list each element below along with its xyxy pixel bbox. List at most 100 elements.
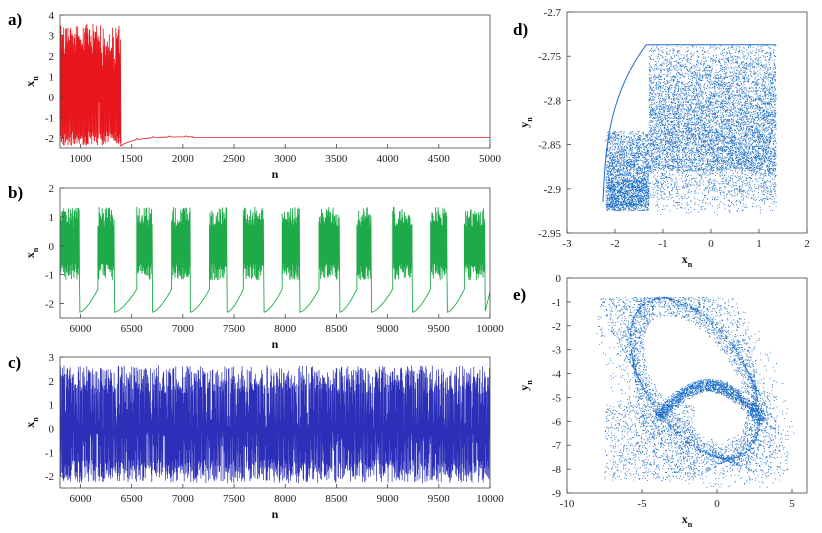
plot-area-e <box>596 296 795 489</box>
y-tick-label: 2 <box>49 183 55 195</box>
y-tick-label: 1 <box>49 212 55 224</box>
x-axis-label: xn <box>682 512 693 529</box>
y-tick-label: -5 <box>552 392 562 404</box>
x-tick-label: -3 <box>562 238 572 250</box>
y-tick-label: -2 <box>552 321 561 333</box>
y-tick-label: 1 <box>49 71 55 83</box>
y-tick-label: 3 <box>49 352 55 364</box>
panel-c: 6000 6500 7000 7500 8000 8500 9000 9500 10000 -2 -… <box>8 352 504 521</box>
y-tick-label: 0 <box>49 423 55 435</box>
y-tick-label: 1 <box>49 400 55 412</box>
y-tick-label: 4 <box>49 10 55 22</box>
y-axis-label: yn <box>517 380 534 391</box>
y-axis-label: yn <box>517 117 534 128</box>
x-tick-label: 9500 <box>428 323 451 335</box>
y-tick-label: -2.95 <box>538 228 561 240</box>
y-tick-label: -2 <box>45 299 54 311</box>
x-tick-label: 2000 <box>172 153 195 165</box>
plot-area-b <box>60 206 490 313</box>
x-tick-label: 6500 <box>121 493 144 505</box>
y-tick-label: 0 <box>556 273 562 285</box>
x-tick-label: 2 <box>804 238 810 250</box>
plot-area-d <box>602 44 777 216</box>
y-tick-label: -1 <box>45 112 54 124</box>
attractor-edge-d <box>602 44 776 203</box>
x-tick-label: -1 <box>658 238 667 250</box>
x-tick-label: 0 <box>714 498 720 510</box>
y-tick-label: -9 <box>552 488 562 500</box>
x-tick-label: 7500 <box>223 493 246 505</box>
x-axis-label: n <box>272 337 279 351</box>
series-line-a <box>60 23 490 147</box>
axes-frame <box>59 187 491 319</box>
x-tick-label: 3500 <box>325 153 348 165</box>
plot-area-a <box>60 23 490 147</box>
y-tick-label: 2 <box>49 51 55 63</box>
y-tick-label: 3 <box>49 30 55 42</box>
y-tick-label: 2 <box>49 376 55 388</box>
y-tick-label: -1 <box>552 297 561 309</box>
scatter-points-e <box>596 296 795 489</box>
x-tick-label: 1000 <box>69 153 92 165</box>
plot-area-c <box>60 365 490 484</box>
panel-label: b) <box>8 183 23 202</box>
y-axis-label: xn <box>23 417 40 428</box>
x-tick-label: 5000 <box>479 153 502 165</box>
x-tick-label: 6000 <box>69 323 92 335</box>
x-tick-label: 9000 <box>377 323 400 335</box>
x-tick-label: 4000 <box>377 153 400 165</box>
axes-frame <box>566 11 808 234</box>
y-tick-label: -2.75 <box>538 51 561 63</box>
panel-b: 6000 6500 7000 7500 8000 8500 9000 9500 10000 -2 -… <box>8 183 504 351</box>
axes-frame <box>59 356 491 489</box>
x-tick-label: 2500 <box>223 153 246 165</box>
x-tick-label: 8500 <box>325 323 348 335</box>
x-tick-label: 8000 <box>274 323 297 335</box>
y-tick-label: 0 <box>49 241 55 253</box>
y-tick-label: -7 <box>552 440 562 452</box>
x-tick-label: 7500 <box>223 323 246 335</box>
x-tick-label: 6000 <box>69 493 92 505</box>
x-tick-label: 4500 <box>428 153 451 165</box>
panel-d: -3 -2 -1 0 1 2 -2.95 -2.9 -2.85 -2.8 -2.75 -2.7 d) xn… <box>513 7 810 269</box>
x-tick-label: 8500 <box>325 493 348 505</box>
y-tick-label: -2 <box>45 133 54 145</box>
y-tick-label: -2.85 <box>538 140 561 152</box>
panel-label: c) <box>8 353 21 372</box>
x-tick-label: 10000 <box>476 323 504 335</box>
x-tick-label: 7000 <box>172 323 195 335</box>
axes-frame <box>566 277 808 494</box>
x-tick-label: 9500 <box>428 493 451 505</box>
y-tick-label: -3 <box>552 345 562 357</box>
series-line-b <box>60 206 490 313</box>
y-tick-label: -2 <box>45 471 54 483</box>
x-tick-label: 5 <box>789 498 795 510</box>
x-axis-label: n <box>272 507 279 521</box>
x-tick-label: -2 <box>610 238 619 250</box>
x-tick-label: -10 <box>560 498 575 510</box>
x-tick-label: 10000 <box>476 493 504 505</box>
x-axis-label: xn <box>682 252 693 269</box>
y-tick-label: -4 <box>552 369 562 381</box>
y-tick-label: -2.9 <box>544 184 562 196</box>
x-tick-label: 6500 <box>121 323 144 335</box>
scatter-points-d <box>605 44 777 216</box>
x-tick-label: 0 <box>708 238 714 250</box>
x-tick-label: 1500 <box>121 153 144 165</box>
x-tick-label: 3000 <box>274 153 297 165</box>
y-tick-label: -1 <box>45 270 54 282</box>
x-tick-label: 7000 <box>172 493 195 505</box>
panel-label: a) <box>8 10 22 29</box>
y-tick-label: -2.8 <box>544 95 562 107</box>
panel-a: 1000 1500 2000 2500 3000 3500 4000 4500 5000 -2 -1… <box>8 10 502 181</box>
x-axis-label: n <box>272 167 279 181</box>
y-tick-label: -6 <box>552 416 562 428</box>
y-axis-label: xn <box>23 76 40 87</box>
y-axis-label: xn <box>23 247 40 258</box>
x-tick-label: -5 <box>637 498 647 510</box>
y-tick-label: 0 <box>49 92 55 104</box>
y-tick-label: -8 <box>552 464 562 476</box>
y-tick-label: -1 <box>45 447 54 459</box>
